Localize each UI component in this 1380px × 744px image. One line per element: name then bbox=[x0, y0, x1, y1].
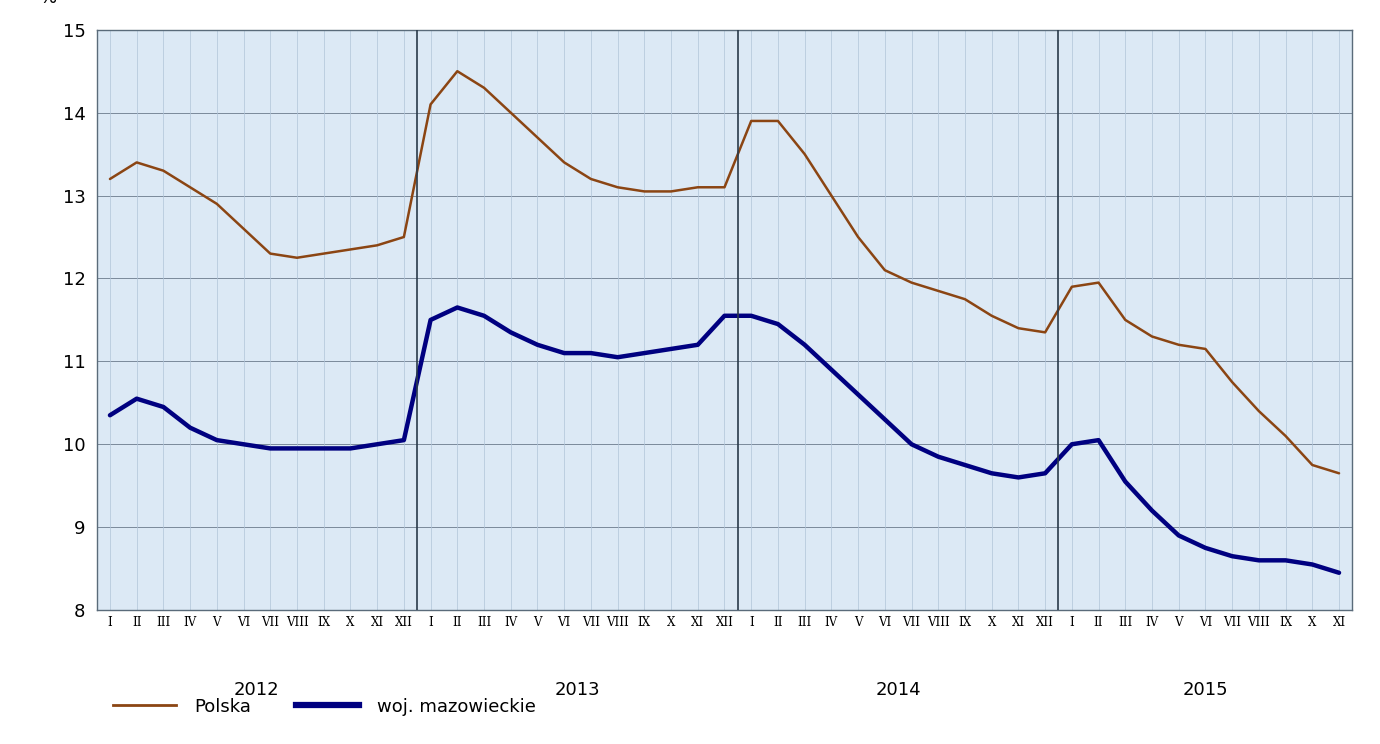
Text: 2012: 2012 bbox=[235, 681, 280, 699]
Text: %: % bbox=[40, 0, 57, 7]
Text: 2013: 2013 bbox=[555, 681, 600, 699]
Text: 2014: 2014 bbox=[875, 681, 920, 699]
Legend: Polska, woj. mazowieckie: Polska, woj. mazowieckie bbox=[106, 690, 544, 723]
Text: 2015: 2015 bbox=[1183, 681, 1228, 699]
